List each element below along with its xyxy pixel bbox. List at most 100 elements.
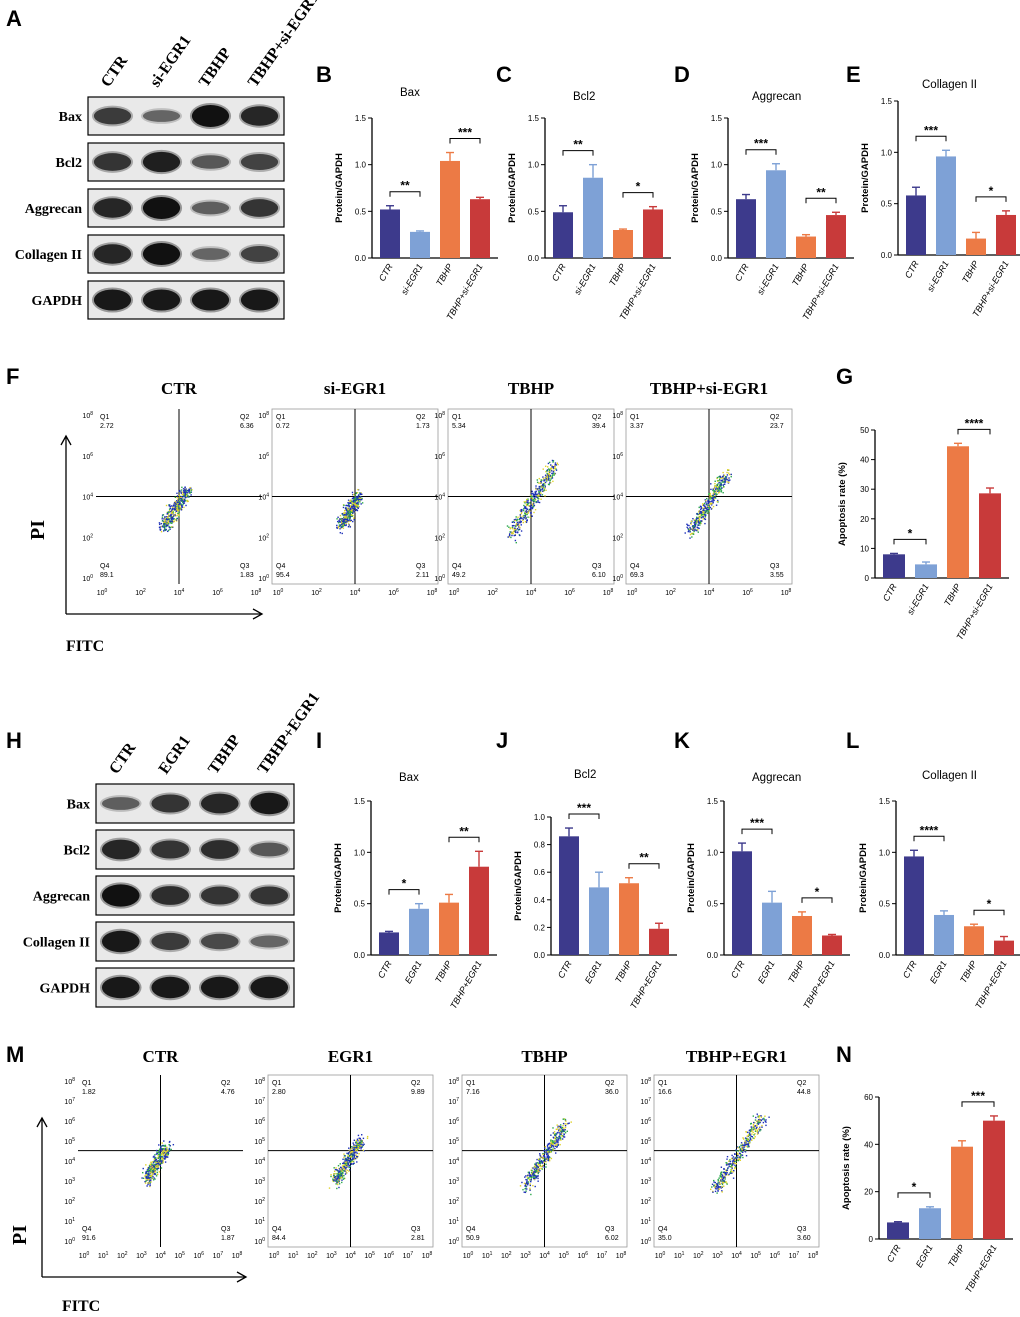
scatter-dot <box>350 514 352 516</box>
scatter-dot <box>712 501 714 503</box>
scatter-dot <box>554 467 557 469</box>
scatter-dot <box>360 1140 363 1142</box>
scatter-dot <box>726 1172 728 1174</box>
scatter-dot <box>155 1158 158 1161</box>
chart-title: Bax <box>400 87 420 99</box>
flow-plot-title: TBHP <box>521 1047 567 1066</box>
scatter-dot <box>549 479 551 482</box>
bar <box>589 887 609 955</box>
scatter-dot <box>175 520 178 522</box>
scatter-dot <box>153 1177 155 1179</box>
scatter-dot <box>541 487 544 490</box>
scatter-dot <box>359 1141 361 1144</box>
scatter-dot <box>728 481 730 484</box>
scatter-dot <box>180 504 183 507</box>
scatter-dot <box>705 509 708 511</box>
scatter-dot <box>181 506 183 509</box>
scatter-dot <box>716 493 718 495</box>
scatter-dot <box>544 474 547 476</box>
scatter-dot <box>174 519 177 521</box>
scatter-dot <box>729 1160 731 1163</box>
scatter-dot <box>172 521 175 523</box>
scatter-dot <box>354 1149 357 1152</box>
scatter-dot <box>354 505 356 508</box>
quadrant-name: Q2 <box>416 414 425 421</box>
scatter-dot <box>149 1184 151 1187</box>
quadrant-value: 95.4 <box>276 572 290 579</box>
scatter-dot <box>175 518 178 520</box>
scatter-dot <box>527 1183 529 1186</box>
quadrant-value: 9.89 <box>411 1089 425 1096</box>
scatter-dot <box>740 1154 742 1156</box>
scatter-dot <box>158 1163 160 1165</box>
scatter-dot <box>336 1180 338 1183</box>
scatter-dot <box>537 1158 540 1160</box>
scatter-dot <box>337 1170 340 1172</box>
quadrant-value: 49.2 <box>452 572 466 579</box>
x-tick-label: 106 <box>577 1251 588 1260</box>
quadrant-value: 3.55 <box>770 572 784 579</box>
scatter-dot <box>740 1149 742 1151</box>
scatter-dot <box>731 1168 733 1171</box>
scatter-dot <box>161 518 163 520</box>
scatter-dot <box>163 1145 165 1147</box>
scatter-dot <box>558 1125 561 1128</box>
scatter-dot <box>520 509 522 511</box>
scatter-dot <box>152 1169 154 1171</box>
scatter-dot <box>732 1177 735 1179</box>
scatter-dot <box>718 486 720 488</box>
blot-band <box>142 151 181 173</box>
scatter-dot <box>564 1123 566 1125</box>
scatter-dot <box>720 1173 722 1175</box>
scatter-dot <box>701 514 704 516</box>
scatter-dot <box>352 505 355 507</box>
scatter-dot <box>690 532 693 535</box>
scatter-dot <box>715 1185 718 1188</box>
scatter-dot <box>542 1157 544 1160</box>
bar <box>559 836 579 955</box>
scatter-dot <box>728 1163 730 1166</box>
quadrant-value: 69.3 <box>630 572 644 579</box>
blot-band <box>191 105 230 127</box>
scatter-dot <box>756 1113 758 1115</box>
scatter-dot <box>170 505 173 507</box>
scatter-dot <box>555 1141 557 1144</box>
scatter-dot <box>723 1167 725 1170</box>
scatter-dot <box>154 1161 157 1163</box>
scatter-dot <box>352 502 354 504</box>
scatter-dot <box>522 508 525 510</box>
scatter-dot <box>748 1142 751 1144</box>
x-tick-exponent: 1 <box>296 1251 299 1257</box>
scatter-dot <box>552 1146 555 1148</box>
x-tick-label: 106 <box>383 1251 394 1260</box>
x-tick-exponent: 2 <box>495 588 498 594</box>
scatter-dot <box>165 1157 167 1159</box>
scatter-dot <box>177 512 179 515</box>
scatter-dot <box>541 1156 543 1159</box>
scatter-dot <box>165 516 167 518</box>
scatter-dot <box>354 497 357 499</box>
scatter-dot <box>343 1162 345 1164</box>
scatter-dot <box>184 488 187 491</box>
scatter-dot <box>737 1153 739 1156</box>
scatter-dot <box>515 518 517 521</box>
scatter-dot <box>549 467 552 470</box>
scatter-dot <box>554 1140 556 1143</box>
scatter-dot <box>715 1188 717 1190</box>
y-axis-label: Protein/GAPDH <box>858 843 869 913</box>
scatter-dot <box>725 1180 727 1183</box>
scatter-dot <box>524 1188 526 1190</box>
x-tick-label: 108 <box>603 588 614 597</box>
scatter-dot <box>168 515 171 517</box>
scatter-dot <box>560 1132 562 1135</box>
scatter-dot <box>354 501 356 503</box>
significance-bracket <box>628 863 660 869</box>
scatter-dot <box>524 515 526 517</box>
scatter-dot <box>555 1133 558 1135</box>
scatter-dot <box>160 522 163 525</box>
scatter-dot <box>533 1170 535 1173</box>
quadrant-value: 2.72 <box>100 423 114 430</box>
scatter-dot <box>354 504 357 506</box>
quadrant-name: Q4 <box>100 563 109 570</box>
scatter-dot <box>511 521 514 523</box>
